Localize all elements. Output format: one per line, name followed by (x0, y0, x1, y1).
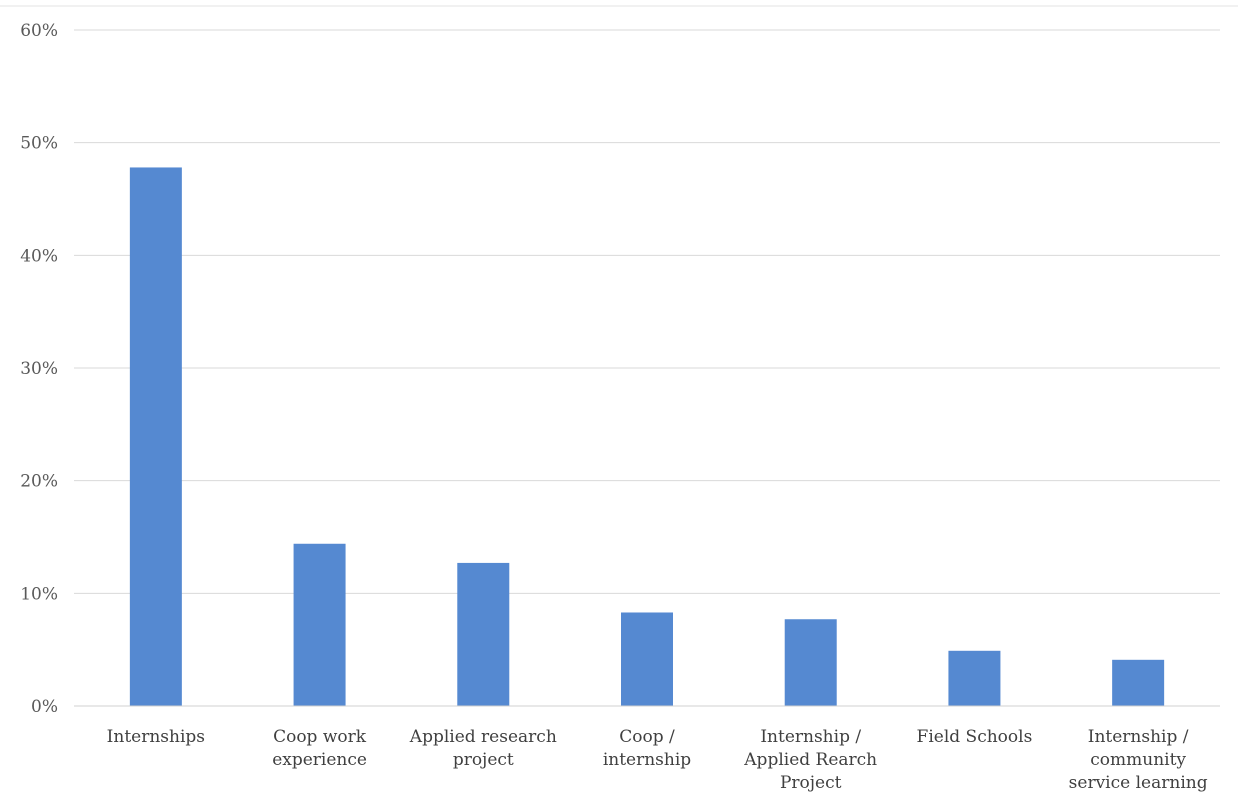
x-category-label: Field Schools (917, 727, 1033, 747)
bar (621, 612, 673, 706)
bar (129, 167, 182, 706)
x-axis-category-labels: Internships Coop work experience Applied re… (107, 727, 1208, 793)
x-category-label: Internship / community service learning (1069, 727, 1208, 793)
bar (948, 650, 1001, 706)
x-category-label: Internship / Applied Rearch Project (743, 727, 877, 793)
x-category-label: Coop work experience (272, 727, 367, 770)
y-axis-tick-labels: 0% 10% 20% 30% 40% 50% 60% (20, 21, 58, 717)
x-category-label: Internships (107, 727, 205, 747)
y-tick-label: 60% (20, 21, 58, 41)
bar (1112, 659, 1165, 706)
bar (784, 619, 837, 706)
y-tick-label: 50% (20, 134, 58, 154)
y-tick-label: 0% (31, 697, 58, 717)
y-tick-label: 40% (20, 246, 58, 266)
y-tick-label: 10% (20, 584, 58, 604)
y-tick-label: 30% (20, 359, 58, 379)
bar (457, 562, 510, 706)
bar (293, 543, 346, 706)
y-tick-label: 20% (20, 472, 58, 492)
bars (129, 167, 1165, 706)
gridlines (74, 29, 1220, 594)
x-category-label: Coop / internship (603, 727, 691, 770)
x-category-label: Applied research project (409, 727, 557, 770)
